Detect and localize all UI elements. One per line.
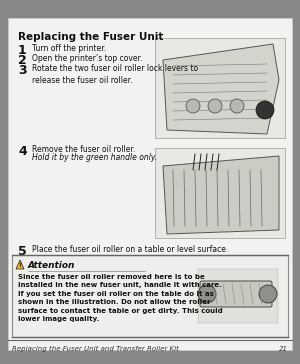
Text: Attention: Attention — [28, 261, 75, 270]
Text: Turn off the printer.: Turn off the printer. — [32, 44, 106, 53]
FancyBboxPatch shape — [198, 269, 278, 323]
FancyBboxPatch shape — [155, 38, 285, 138]
Text: Remove the fuser oil roller.: Remove the fuser oil roller. — [32, 145, 135, 154]
Text: 21: 21 — [279, 346, 288, 352]
Text: Place the fuser oil roller on a table or level surface.: Place the fuser oil roller on a table or… — [32, 245, 228, 254]
Text: 1: 1 — [18, 44, 27, 57]
FancyBboxPatch shape — [200, 281, 272, 307]
Text: Rotate the two fuser oil roller lock levers to
release the fuser oil roller.: Rotate the two fuser oil roller lock lev… — [32, 64, 198, 85]
FancyBboxPatch shape — [8, 18, 292, 350]
Polygon shape — [163, 156, 279, 234]
FancyBboxPatch shape — [12, 255, 288, 337]
Circle shape — [198, 285, 216, 303]
Text: Replacing the Fuser Unit: Replacing the Fuser Unit — [18, 32, 164, 42]
Circle shape — [186, 99, 200, 113]
Text: 5: 5 — [18, 245, 27, 258]
Text: 3: 3 — [18, 64, 27, 77]
Text: !: ! — [19, 263, 21, 268]
Text: Hold it by the green handle only.: Hold it by the green handle only. — [32, 154, 157, 162]
Circle shape — [256, 101, 274, 119]
Text: Open the printer’s top cover.: Open the printer’s top cover. — [32, 54, 142, 63]
Circle shape — [208, 99, 222, 113]
Circle shape — [259, 285, 277, 303]
Circle shape — [230, 99, 244, 113]
FancyBboxPatch shape — [155, 148, 285, 238]
Text: 4: 4 — [18, 145, 27, 158]
Text: Since the fuser oil roller removed here is to be
installed in the new fuser unit: Since the fuser oil roller removed here … — [18, 274, 223, 323]
Polygon shape — [163, 44, 279, 134]
Polygon shape — [16, 260, 24, 269]
Text: Replacing the Fuser Unit and Transfer Roller Kit: Replacing the Fuser Unit and Transfer Ro… — [12, 346, 179, 352]
Text: 2: 2 — [18, 54, 27, 67]
